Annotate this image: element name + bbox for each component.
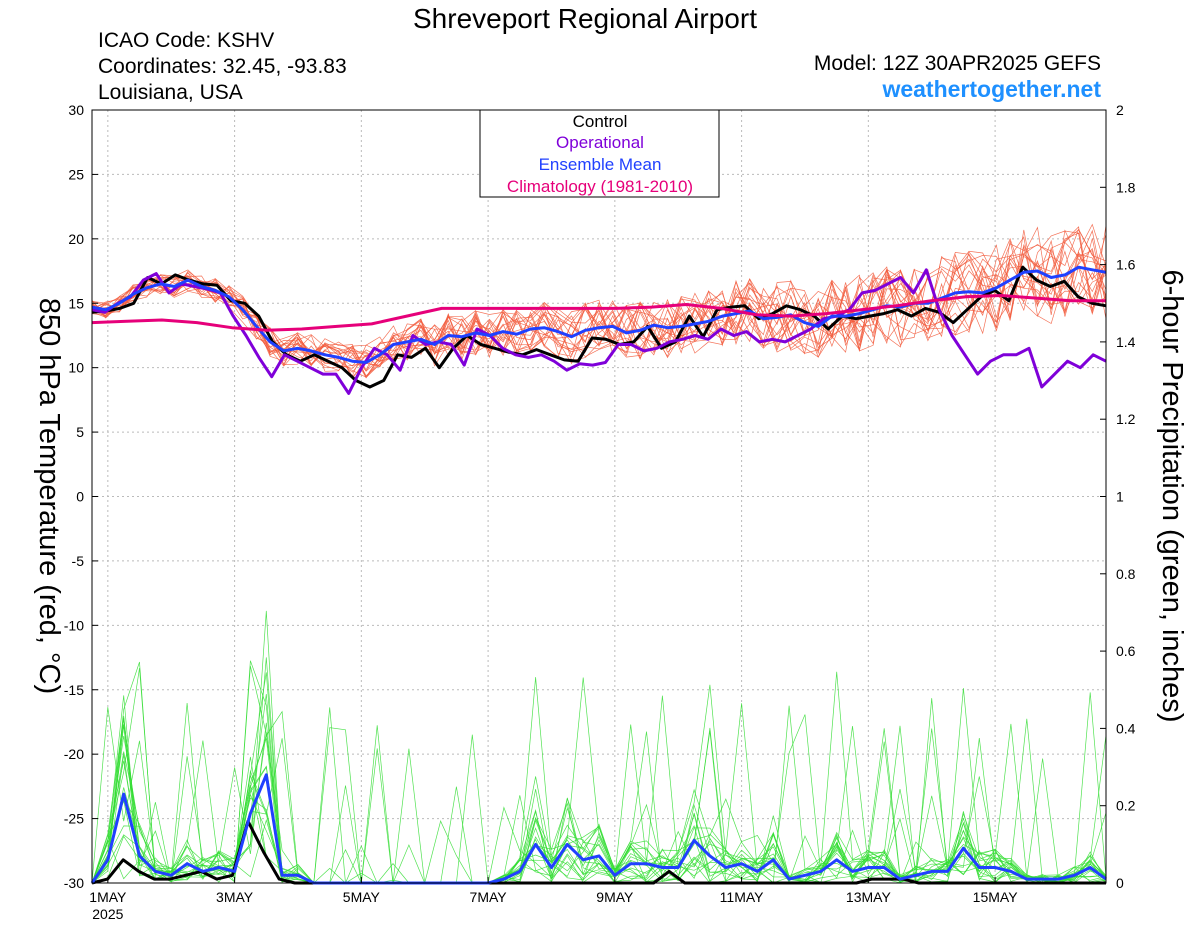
y-tick-label: 15 bbox=[68, 295, 84, 311]
icao-code: ICAO Code: KSHV bbox=[98, 29, 274, 52]
y2-tick-label: 0.2 bbox=[1116, 798, 1136, 814]
y-axis-title: 850 hPa Temperature (red, °C) bbox=[33, 298, 65, 694]
y-tick-label: -10 bbox=[64, 617, 84, 633]
y-tick-label: 20 bbox=[68, 231, 84, 247]
site-link[interactable]: weathertogether.net bbox=[881, 76, 1101, 102]
legend-ensemble-mean: Ensemble Mean bbox=[539, 155, 662, 174]
x-tick-label: 15MAY bbox=[973, 889, 1019, 905]
y-tick-label: 30 bbox=[68, 102, 84, 118]
legend-box bbox=[479, 109, 720, 198]
y2-tick-label: 0.4 bbox=[1116, 720, 1136, 736]
precip-ensemble-mean-line bbox=[90, 773, 1107, 885]
y-tick-label: -20 bbox=[64, 746, 84, 762]
y2-tick-label: 0.6 bbox=[1116, 643, 1136, 659]
temp-operational-line bbox=[91, 268, 1107, 395]
y-tick-label: -25 bbox=[64, 811, 84, 827]
precip-member-line bbox=[91, 725, 1107, 884]
y2-axis-title: 6-hour Precipitation (green, inches) bbox=[1156, 270, 1188, 723]
precip-member-line bbox=[91, 698, 1107, 884]
y2-tick-label: 0.8 bbox=[1116, 566, 1136, 582]
temp-climatology-1981-2010-line bbox=[91, 294, 1106, 332]
x-tick-label: 7MAY bbox=[470, 889, 508, 905]
y-tick-label: -30 bbox=[64, 875, 84, 891]
precip-member-line bbox=[91, 672, 1107, 884]
y-tick-label: -15 bbox=[64, 682, 84, 698]
axis-ticks: 302520151050-5-10-15-20-25-3021.81.61.41… bbox=[64, 102, 1136, 922]
y2-tick-label: 1.2 bbox=[1116, 411, 1136, 427]
y-tick-label: 5 bbox=[76, 424, 84, 440]
precip-member-line bbox=[91, 671, 1107, 884]
x-tick-label: 3MAY bbox=[216, 889, 254, 905]
y2-tick-label: 1.4 bbox=[1116, 334, 1136, 350]
legend-control: Control bbox=[573, 112, 628, 131]
precip-member-line bbox=[91, 707, 1107, 884]
y-tick-label: -5 bbox=[72, 553, 85, 569]
model-run: Model: 12Z 30APR2025 GEFS bbox=[814, 52, 1101, 75]
x-tick-label: 11MAY bbox=[720, 889, 764, 905]
coordinates: Coordinates: 32.45, -93.83 bbox=[98, 55, 347, 78]
legend-climatology: Climatology (1981-2010) bbox=[507, 177, 693, 196]
precip-member-line bbox=[91, 718, 1107, 884]
y2-tick-label: 1 bbox=[1116, 489, 1124, 505]
x-tick-label: 13MAY bbox=[846, 889, 892, 905]
temp-control-line bbox=[91, 265, 1107, 389]
x-tick-label: 1MAY bbox=[89, 889, 127, 905]
y2-tick-label: 0 bbox=[1116, 875, 1124, 891]
x-tick-label: 5MAY bbox=[343, 889, 381, 905]
y2-tick-label: 1.8 bbox=[1116, 179, 1136, 195]
x-tick-label: 9MAY bbox=[596, 889, 634, 905]
legend-operational: Operational bbox=[556, 133, 644, 152]
x-tick-year: 2025 bbox=[92, 906, 123, 922]
chart-title: Shreveport Regional Airport bbox=[413, 3, 757, 34]
legend: Control Operational Ensemble Mean Climat… bbox=[479, 109, 720, 198]
temp-member-line bbox=[91, 225, 1107, 379]
precip-member-line bbox=[91, 677, 1107, 884]
precip-member-line bbox=[91, 717, 1107, 884]
location: Louisiana, USA bbox=[98, 81, 243, 104]
y-tick-label: 10 bbox=[68, 360, 84, 376]
y2-tick-label: 1.6 bbox=[1116, 257, 1136, 273]
y2-tick-label: 2 bbox=[1116, 102, 1124, 118]
y-tick-label: 0 bbox=[76, 489, 84, 505]
temp-member-line bbox=[91, 237, 1107, 377]
y-tick-label: 25 bbox=[68, 166, 84, 182]
